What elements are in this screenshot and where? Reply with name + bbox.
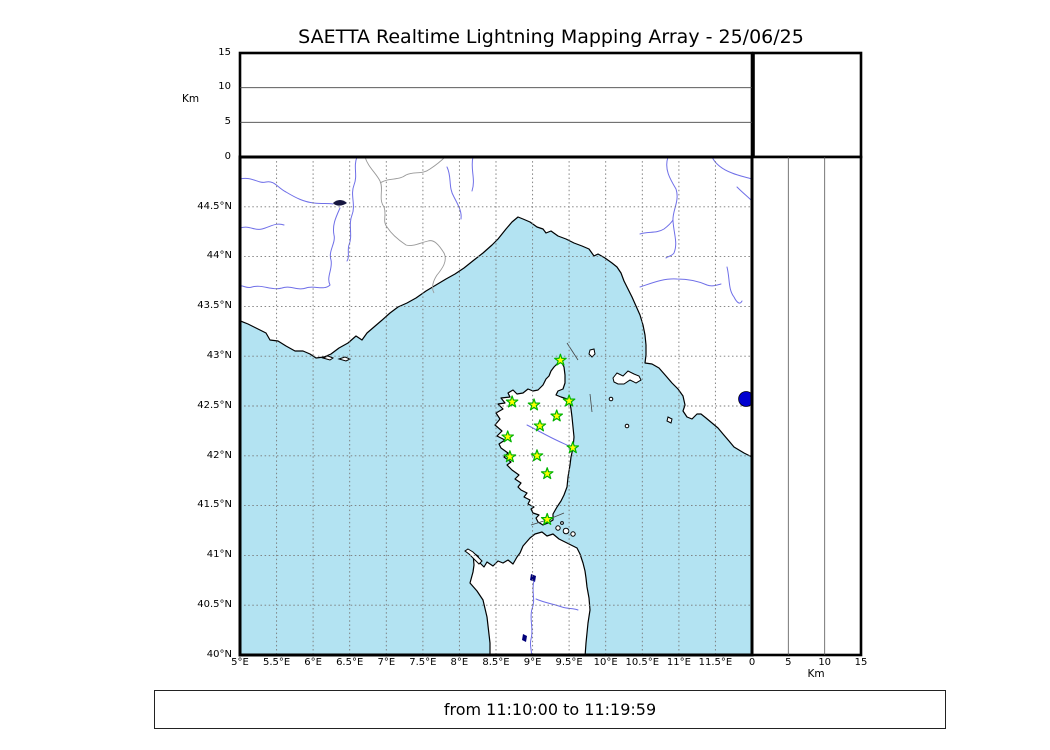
lon-tick: 8.5°E (482, 657, 510, 668)
figure-title: SAETTA Realtime Lightning Mapping Array … (298, 26, 804, 48)
lon-tick: 8°E (450, 657, 469, 668)
lon-tick: 9°E (523, 657, 542, 668)
lat-tick: 43.5°N (197, 300, 232, 312)
lon-tick: 5.5°E (262, 657, 291, 668)
sardinia-coastline (469, 531, 591, 655)
lat-tick: 40.5°N (197, 598, 232, 610)
ralt-tick-5: 5 (785, 657, 792, 668)
map-panel (238, 155, 754, 657)
country-borders (364, 157, 446, 294)
map-frame (238, 155, 754, 657)
small-islands (321, 348, 673, 565)
time-range-box: from 11:10:00 to 11:19:59 (154, 690, 946, 729)
altitude-latitude-panel (750, 155, 863, 657)
ralt-tick-15: 15 (854, 657, 868, 668)
right-axis-unit-label: Km (807, 668, 825, 680)
lat-tick: 43°N (206, 349, 232, 361)
lakes (333, 200, 536, 642)
time-range-text: from 11:10:00 to 11:19:59 (443, 700, 657, 719)
lon-tick: 9.5°E (555, 657, 583, 668)
rivers (240, 157, 752, 655)
alt-tick-15: 15 (218, 46, 231, 58)
mainland-coastline (240, 157, 752, 458)
lat-tick: 42.5°N (197, 399, 232, 411)
lat-tick: 44.5°N (197, 200, 232, 212)
lon-tick: 10°E (593, 657, 618, 668)
lon-tick: 7°E (377, 657, 396, 668)
ralt-tick-0: 0 (748, 657, 756, 668)
lat-tick: 42°N (206, 449, 232, 461)
alt-tick-5: 5 (224, 115, 231, 127)
lon-tick: 11°E (666, 657, 691, 668)
lightning-source-dot (738, 391, 752, 407)
lon-tick: 5°E (231, 657, 249, 668)
lon-tick: 6°E (304, 657, 322, 668)
alt-tick-0: 0 (224, 150, 231, 162)
ralt-tick-10: 10 (818, 657, 832, 668)
lon-tick: 7.5°E (409, 657, 437, 668)
alt-tick-10: 10 (218, 81, 231, 93)
lat-tick: 44°N (206, 250, 232, 262)
altitude-longitude-panel (238, 51, 754, 159)
lat-tick: 41°N (206, 549, 232, 561)
lon-tick: 10.5°E (625, 657, 660, 668)
lon-tick: 11.5°E (698, 657, 733, 668)
marker-layer (501, 353, 752, 525)
top-right-panel (752, 51, 863, 159)
lat-tick: 40°N (206, 648, 232, 660)
lon-tick: 6.5°E (336, 657, 364, 668)
altitude-axis-unit-label: Km (182, 93, 200, 105)
lat-tick: 41.5°N (197, 499, 232, 511)
